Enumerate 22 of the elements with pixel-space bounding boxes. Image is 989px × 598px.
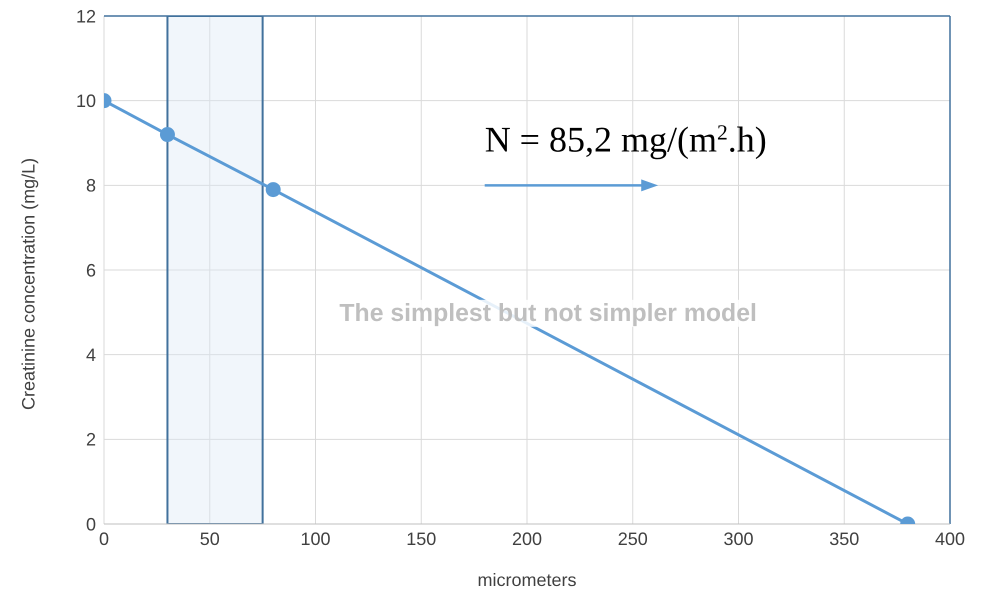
x-tick-label: 200 — [512, 528, 542, 549]
y-tick-label: 10 — [76, 91, 96, 112]
y-tick-label: 6 — [86, 260, 96, 280]
x-tick-label: 300 — [723, 528, 754, 549]
x-tick-label: 50 — [200, 528, 220, 549]
x-axis-title: micrometers — [477, 570, 577, 590]
point — [266, 182, 281, 198]
x-tick-label: 150 — [406, 528, 436, 549]
x-tick-label: 100 — [300, 528, 331, 549]
y-tick-label: 4 — [86, 345, 96, 366]
y-tick-label: 12 — [76, 6, 96, 26]
x-tick-label: 350 — [829, 528, 860, 549]
x-tick-label: 0 — [98, 528, 110, 549]
annotation: The simplest but not simpler model — [335, 300, 761, 327]
y-tick-label: 2 — [86, 430, 96, 450]
x-tick-label: 400 — [934, 528, 966, 549]
point — [160, 127, 175, 142]
y-tick-label: 8 — [86, 176, 96, 196]
annotation: N = 85,2 mg/(m$^{2}$.h) — [484, 119, 767, 160]
y-tick-label: 0 — [86, 514, 96, 534]
y-axis-title: Creatinine concentration (mg/L) — [18, 158, 38, 410]
x-tick-label: 250 — [618, 528, 648, 549]
